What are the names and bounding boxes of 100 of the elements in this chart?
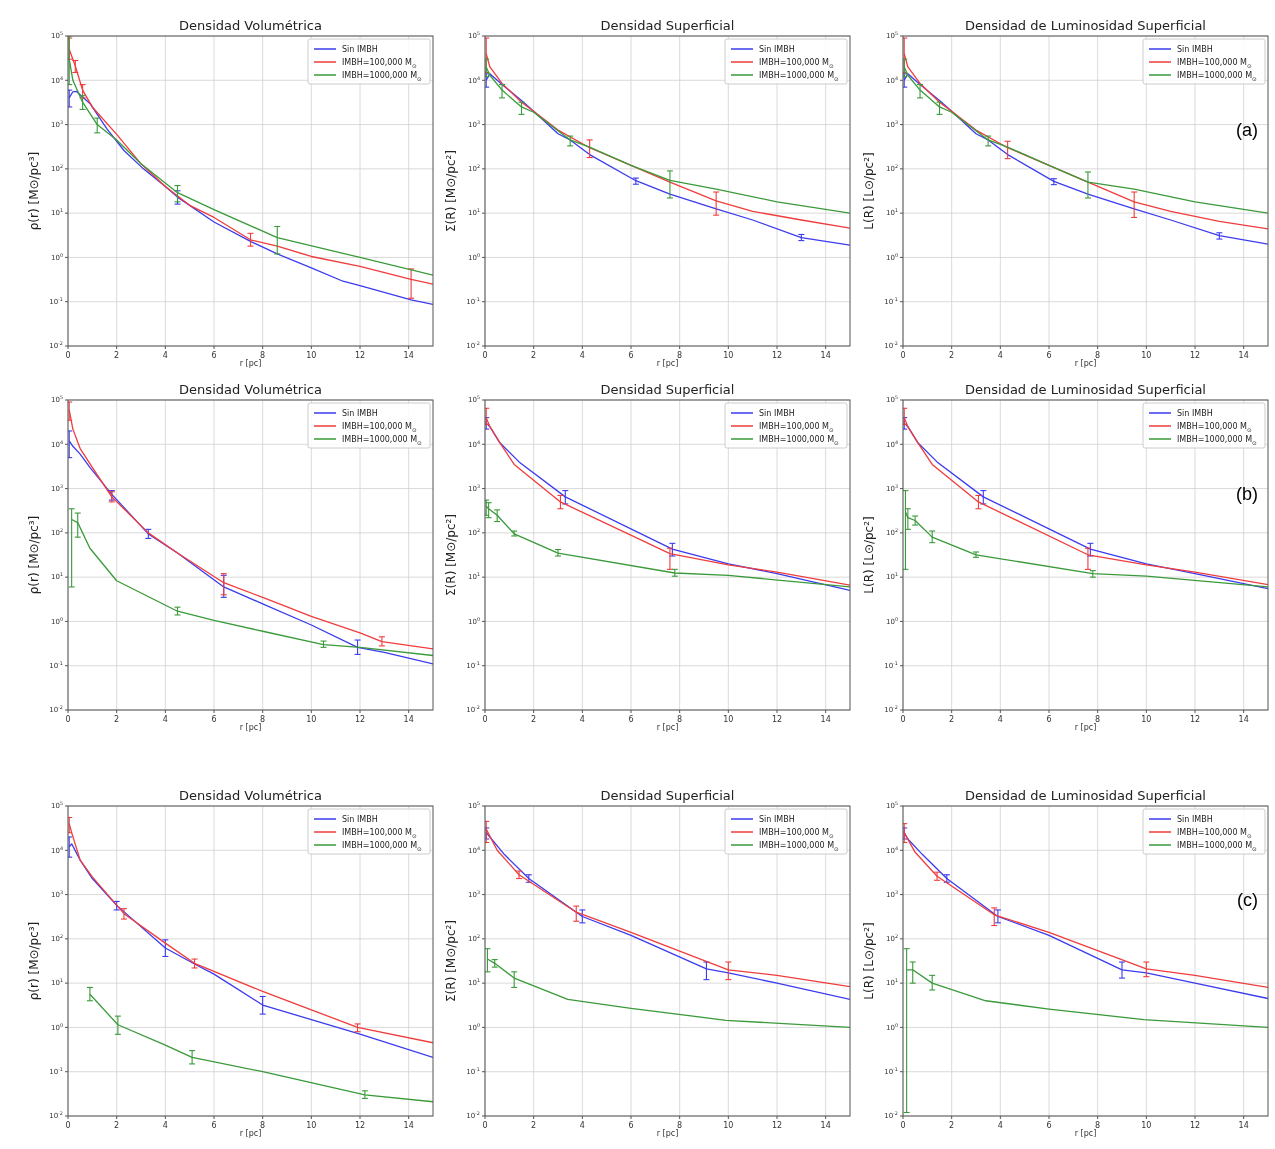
x-tick-label: 6 (211, 715, 217, 724)
x-tick-label: 12 (1189, 351, 1201, 360)
x-tick-label: 4 (162, 1121, 168, 1130)
legend-label: IMBH=1000,000 M$_{⊙}$ (759, 70, 840, 82)
y-axis-title: ρ(r) [M⊙/pc³] (27, 151, 41, 231)
x-tick-label: 14 (403, 351, 414, 360)
legend-label: IMBH=1000,000 M$_{⊙}$ (1177, 434, 1258, 446)
legend-label: IMBH=100,000 M$_{⊙}$ (759, 421, 834, 433)
legend-label: Sin IMBH (1177, 44, 1213, 54)
x-tick-label: 4 (579, 1121, 585, 1130)
x-tick-label: 12 (771, 351, 783, 360)
x-axis-title: r [pc] (656, 723, 679, 732)
legend-label: Sin IMBH (759, 814, 795, 824)
x-axis-title: r [pc] (1074, 723, 1097, 732)
x-tick-label: 10 (306, 1121, 317, 1130)
x-tick-label: 8 (677, 351, 683, 360)
x-axis-title: r [pc] (1074, 1129, 1097, 1138)
legend-label: IMBH=1000,000 M$_{⊙}$ (342, 434, 423, 446)
chart-title: Densidad Volumétrica (179, 788, 322, 803)
legend-label: Sin IMBH (1177, 814, 1213, 824)
x-tick-label: 2 (531, 351, 537, 360)
x-axis-title: r [pc] (239, 1129, 262, 1138)
x-tick-label: 6 (1046, 1121, 1052, 1130)
x-tick-label: 12 (354, 1121, 366, 1130)
x-axis-title: r [pc] (656, 359, 679, 368)
legend-label: Sin IMBH (759, 44, 795, 54)
x-tick-label: 0 (65, 1121, 71, 1130)
x-tick-label: 4 (162, 715, 168, 724)
legend-label: IMBH=100,000 M$_{⊙}$ (1177, 421, 1252, 433)
legend-label: IMBH=1000,000 M$_{⊙}$ (759, 840, 840, 852)
x-tick-label: 6 (1046, 715, 1052, 724)
x-tick-label: 0 (65, 715, 71, 724)
x-tick-label: 12 (771, 1121, 783, 1130)
chart-title: Densidad Superficial (600, 788, 735, 803)
x-tick-label: 14 (820, 351, 831, 360)
legend-label: IMBH=100,000 M$_{⊙}$ (759, 57, 834, 69)
x-tick-label: 8 (1095, 1121, 1101, 1130)
x-tick-label: 2 (949, 715, 955, 724)
x-tick-label: 0 (900, 351, 906, 360)
x-tick-label: 10 (306, 351, 317, 360)
x-tick-label: 10 (306, 715, 317, 724)
x-tick-label: 8 (1095, 715, 1101, 724)
x-tick-label: 6 (628, 351, 634, 360)
x-tick-label: 0 (482, 715, 488, 724)
chart-title: Densidad de Luminosidad Superficial (965, 382, 1206, 397)
x-tick-label: 12 (354, 351, 366, 360)
x-tick-label: 6 (211, 1121, 217, 1130)
chart-title: Densidad Superficial (600, 18, 735, 33)
legend-label: Sin IMBH (342, 408, 378, 418)
x-tick-label: 12 (1189, 1121, 1201, 1130)
x-tick-label: 6 (628, 715, 634, 724)
x-tick-label: 2 (949, 1121, 955, 1130)
legend-label: IMBH=100,000 M$_{⊙}$ (1177, 57, 1252, 69)
chart-title: Densidad de Luminosidad Superficial (965, 788, 1206, 803)
x-tick-label: 12 (771, 715, 783, 724)
x-axis-title: r [pc] (1074, 359, 1097, 368)
annotation: (a) (1236, 120, 1258, 140)
x-axis-title: r [pc] (239, 723, 262, 732)
x-tick-label: 4 (997, 715, 1003, 724)
legend-label: IMBH=100,000 M$_{⊙}$ (1177, 827, 1252, 839)
legend-label: IMBH=100,000 M$_{⊙}$ (759, 827, 834, 839)
x-tick-label: 10 (1141, 1121, 1152, 1130)
x-tick-label: 2 (949, 351, 955, 360)
x-tick-label: 6 (628, 1121, 634, 1130)
x-tick-label: 4 (997, 351, 1003, 360)
x-axis-title: r [pc] (239, 359, 262, 368)
x-tick-label: 2 (114, 351, 120, 360)
legend-label: IMBH=100,000 M$_{⊙}$ (342, 421, 417, 433)
x-tick-label: 10 (1141, 715, 1152, 724)
legend-label: Sin IMBH (1177, 408, 1213, 418)
x-tick-label: 2 (531, 715, 537, 724)
x-axis-title: r [pc] (656, 1129, 679, 1138)
x-tick-label: 0 (65, 351, 71, 360)
x-tick-label: 2 (531, 1121, 537, 1130)
x-tick-label: 8 (260, 351, 266, 360)
y-axis-title: Σ(R) [M⊙/pc²] (444, 514, 458, 596)
legend-label: IMBH=1000,000 M$_{⊙}$ (1177, 840, 1258, 852)
x-tick-label: 14 (403, 715, 414, 724)
x-tick-label: 6 (1046, 351, 1052, 360)
legend-label: Sin IMBH (342, 814, 378, 824)
x-tick-label: 12 (1189, 715, 1201, 724)
annotation: (b) (1236, 484, 1258, 504)
x-tick-label: 2 (114, 1121, 120, 1130)
x-tick-label: 0 (900, 1121, 906, 1130)
y-axis-title: Σ(R) [M⊙/pc²] (444, 920, 458, 1002)
x-tick-label: 8 (1095, 351, 1101, 360)
x-tick-label: 10 (723, 715, 734, 724)
y-axis-title: L(R) [L⊙/pc²] (862, 152, 876, 230)
legend-label: IMBH=1000,000 M$_{⊙}$ (1177, 70, 1258, 82)
y-axis-title: L(R) [L⊙/pc²] (862, 922, 876, 1000)
chart-title: Densidad Superficial (600, 382, 735, 397)
x-tick-label: 14 (1238, 351, 1249, 360)
x-tick-label: 10 (723, 351, 734, 360)
x-tick-label: 6 (211, 351, 217, 360)
legend-label: Sin IMBH (759, 408, 795, 418)
x-tick-label: 4 (579, 351, 585, 360)
x-tick-label: 8 (260, 715, 266, 724)
x-tick-label: 4 (579, 715, 585, 724)
legend-label: IMBH=1000,000 M$_{⊙}$ (342, 840, 423, 852)
chart-title: Densidad Volumétrica (179, 18, 322, 33)
